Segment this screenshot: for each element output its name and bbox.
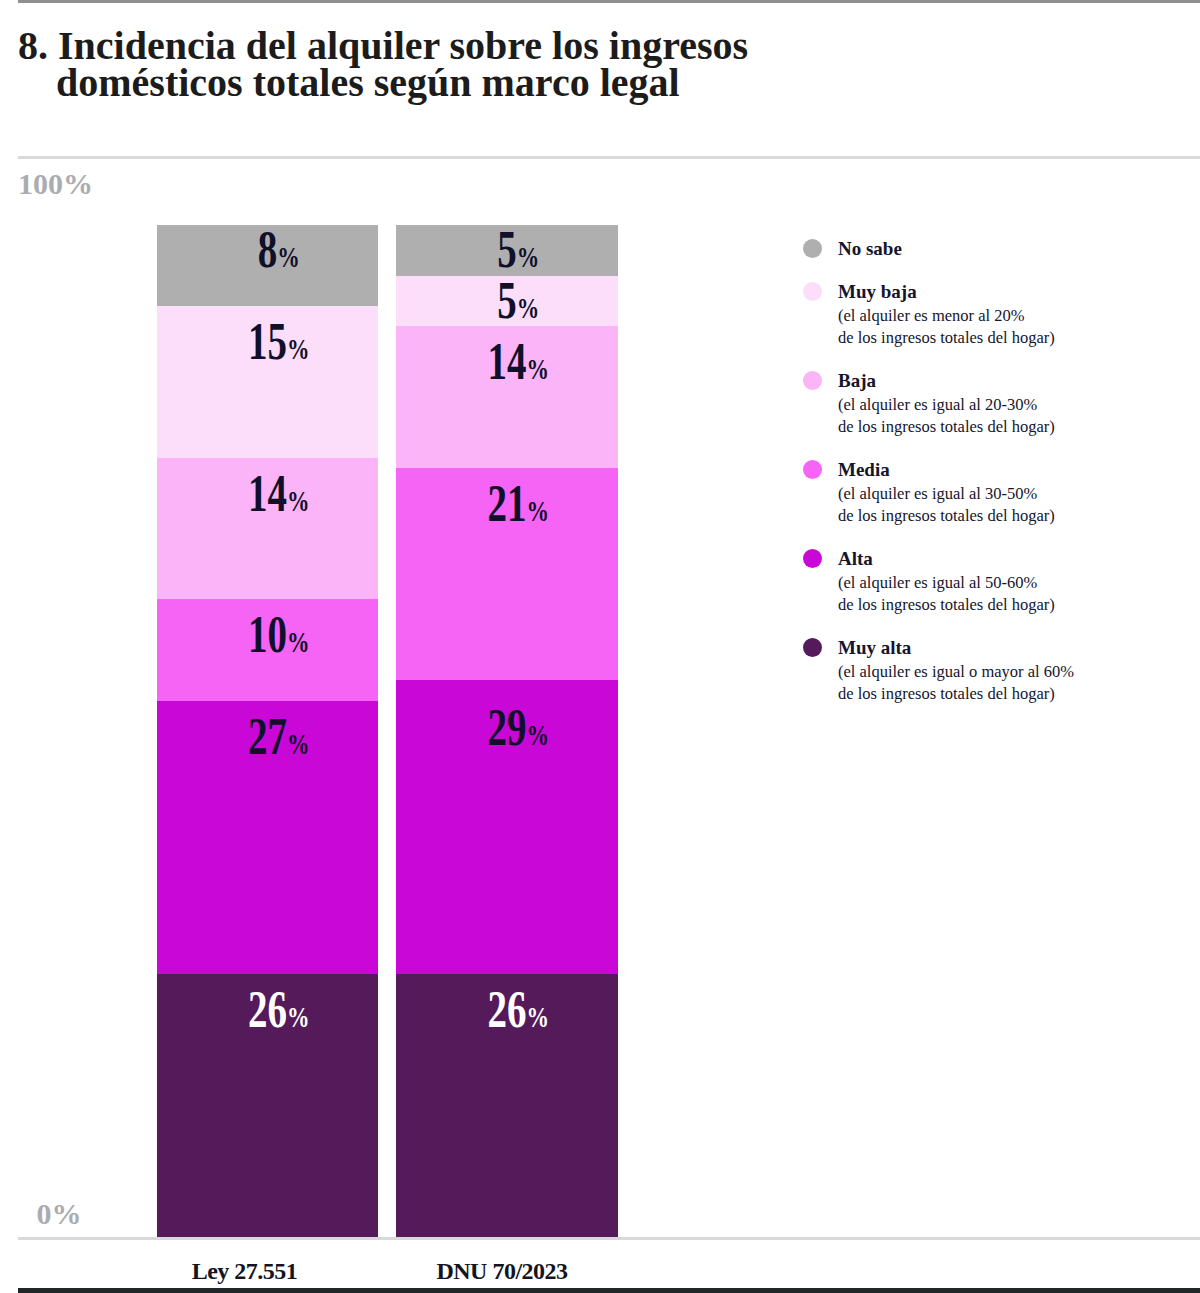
legend-text: No sabe (838, 237, 902, 260)
y-axis-label-100: 100% (18, 169, 90, 199)
segment-value-number: 15 (248, 313, 287, 370)
segment-value-label: 27% (185, 707, 351, 766)
legend-text: Muy alta (el alquiler es igual o mayor a… (838, 636, 1074, 705)
title-line-2: domésticos totales según marco legal (56, 60, 680, 105)
segment-value-label: 29% (424, 698, 591, 757)
legend-description: (el alquiler es igual o mayor al 60% de … (838, 661, 1074, 705)
legend-text: Muy baja (el alquiler es menor al 20% de… (838, 280, 1055, 349)
stacked-bar-dnu-70-2023: 5% 5% 14% 21% 29% 26% (396, 225, 618, 1237)
legend-item-baja: Baja (el alquiler es igual al 20-30% de … (803, 369, 1199, 438)
segment-value-number: 14 (248, 465, 287, 522)
bar-segment-muy-alta: 26% (396, 974, 618, 1237)
legend-description: (el alquiler es menor al 20% de los ingr… (838, 305, 1055, 349)
legend-label: Muy alta (838, 636, 1074, 659)
legend-color-dot (803, 549, 822, 568)
segment-value-number: 29 (488, 699, 527, 756)
bar-segment-alta: 29% (396, 680, 618, 973)
chart-title: 8. Incidencia del alquiler sobre los ing… (18, 27, 748, 101)
segment-value-number: 5 (497, 221, 517, 278)
bar-segment-baja: 14% (396, 326, 618, 468)
legend-item-alta: Alta (el alquiler es igual al 50-60% de … (803, 547, 1199, 616)
bar-segment-muy-baja: 5% (396, 276, 618, 327)
bar-segment-no-sabe: 5% (396, 225, 618, 276)
legend-text: Baja (el alquiler es igual al 20-30% de … (838, 369, 1055, 438)
bar-segment-media: 21% (396, 468, 618, 681)
segment-value-number: 8 (258, 221, 278, 278)
segment-value-label: 21% (424, 474, 591, 533)
segment-value-label: 14% (424, 332, 591, 391)
x-axis-label-dnu: DNU 70/2023 (391, 1258, 613, 1285)
legend-label: Baja (838, 369, 1055, 392)
segment-value-label: 10% (185, 605, 351, 664)
top-border-line (18, 0, 1200, 3)
bar-segment-no-sabe: 8% (157, 225, 378, 306)
segment-value-number: 10 (248, 606, 287, 663)
bar-segment-muy-baja: 15% (157, 306, 378, 458)
stacked-bar-ley-27551: 8% 15% 14% 10% 27% 26% (157, 225, 378, 1237)
bar-segment-baja: 14% (157, 458, 378, 600)
segment-value-number: 14 (488, 333, 527, 390)
y-axis-label-0: 0% (23, 1199, 95, 1229)
legend-color-dot (803, 282, 822, 301)
x-axis-label-ley: Ley 27.551 (134, 1258, 355, 1285)
legend-item-muy-alta: Muy alta (el alquiler es igual o mayor a… (803, 636, 1199, 705)
segment-value-number: 27 (248, 708, 287, 765)
segment-value-number: 26 (248, 981, 287, 1038)
legend-item-muy-baja: Muy baja (el alquiler es menor al 20% de… (803, 280, 1199, 349)
legend-text: Media (el alquiler es igual al 30-50% de… (838, 458, 1055, 527)
legend-description: (el alquiler es igual al 20-30% de los i… (838, 394, 1055, 438)
segment-value-label: 15% (185, 312, 351, 371)
legend: No sabe Muy baja (el alquiler es menor a… (803, 237, 1199, 725)
x-axis-line (18, 1237, 1200, 1240)
axis-line-100 (18, 156, 1200, 159)
segment-value-number: 21 (488, 475, 527, 532)
legend-label: Alta (838, 547, 1055, 570)
segment-value-label: 26% (424, 980, 591, 1039)
legend-color-dot (803, 239, 822, 258)
legend-item-no-sabe: No sabe (803, 237, 1199, 260)
segment-value-number: 5 (497, 272, 517, 329)
legend-color-dot (803, 371, 822, 390)
legend-color-dot (803, 638, 822, 657)
segment-value-label: 14% (185, 464, 351, 523)
legend-item-media: Media (el alquiler es igual al 30-50% de… (803, 458, 1199, 527)
legend-color-dot (803, 460, 822, 479)
legend-label: Muy baja (838, 280, 1055, 303)
legend-label: No sabe (838, 237, 902, 260)
bar-segment-muy-alta: 26% (157, 974, 378, 1237)
segment-value-label: 26% (185, 980, 351, 1039)
segment-value-label: 5% (424, 271, 591, 330)
legend-description: (el alquiler es igual al 30-50% de los i… (838, 483, 1055, 527)
bar-segment-media: 10% (157, 599, 378, 700)
segment-value-number: 26 (488, 981, 527, 1038)
legend-text: Alta (el alquiler es igual al 50-60% de … (838, 547, 1055, 616)
bottom-border-bar (18, 1288, 1200, 1293)
segment-value-label: 8% (185, 220, 351, 279)
bar-segment-alta: 27% (157, 701, 378, 974)
legend-description: (el alquiler es igual al 50-60% de los i… (838, 572, 1055, 616)
legend-label: Media (838, 458, 1055, 481)
